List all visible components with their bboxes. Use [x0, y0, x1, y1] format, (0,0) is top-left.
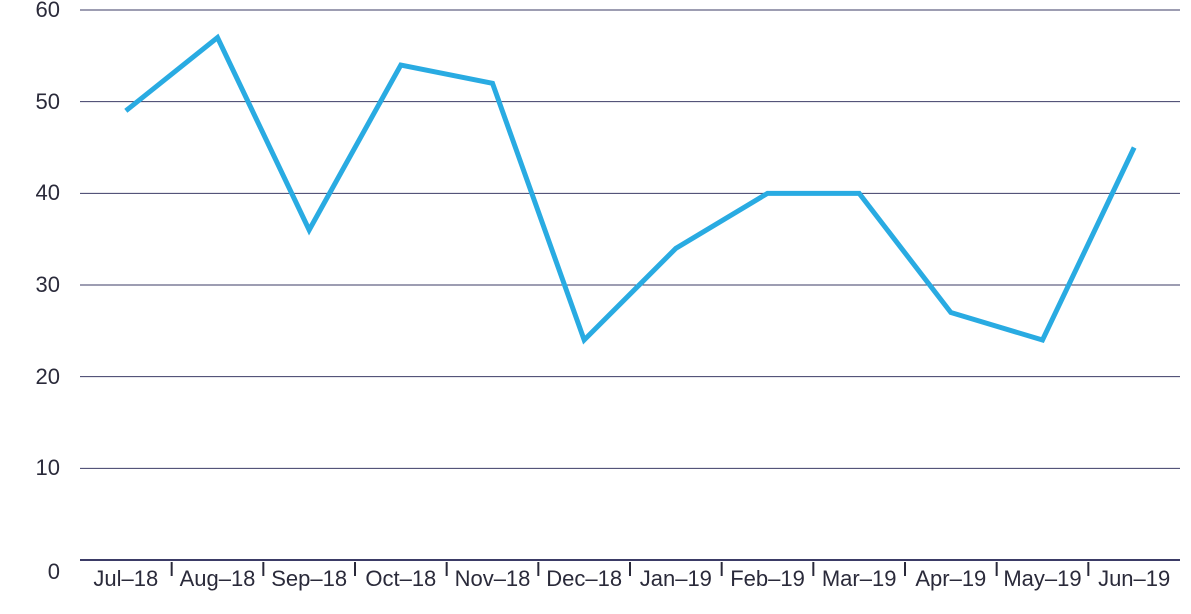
y-axis-label: 60 [0, 0, 60, 23]
x-axis-label: Apr–19 [915, 566, 986, 592]
x-axis-label: Jul–18 [93, 566, 158, 592]
x-axis-label: Oct–18 [365, 566, 436, 592]
x-axis-label: May–19 [1003, 566, 1081, 592]
y-axis-label: 20 [0, 364, 60, 390]
x-axis-label: Feb–19 [730, 566, 805, 592]
x-axis-label: Sep–18 [271, 566, 347, 592]
x-axis-label: Jun–19 [1098, 566, 1170, 592]
y-axis-label: 10 [0, 455, 60, 481]
y-axis-label: 40 [0, 180, 60, 206]
x-axis-label: Nov–18 [455, 566, 531, 592]
x-axis-label: Jan–19 [640, 566, 712, 592]
x-axis-label: Mar–19 [822, 566, 897, 592]
y-axis-label: 0 [0, 559, 60, 585]
chart-svg [0, 0, 1191, 614]
x-axis-label: Dec–18 [546, 566, 622, 592]
y-axis-label: 50 [0, 89, 60, 115]
series-line [126, 38, 1134, 341]
line-chart: 0 10 20 30 40 50 60 Jul–18 Aug–18 Sep–18 Oct–18 Nov… [0, 0, 1191, 614]
x-axis-label: Aug–18 [180, 566, 256, 592]
y-axis-label: 30 [0, 272, 60, 298]
